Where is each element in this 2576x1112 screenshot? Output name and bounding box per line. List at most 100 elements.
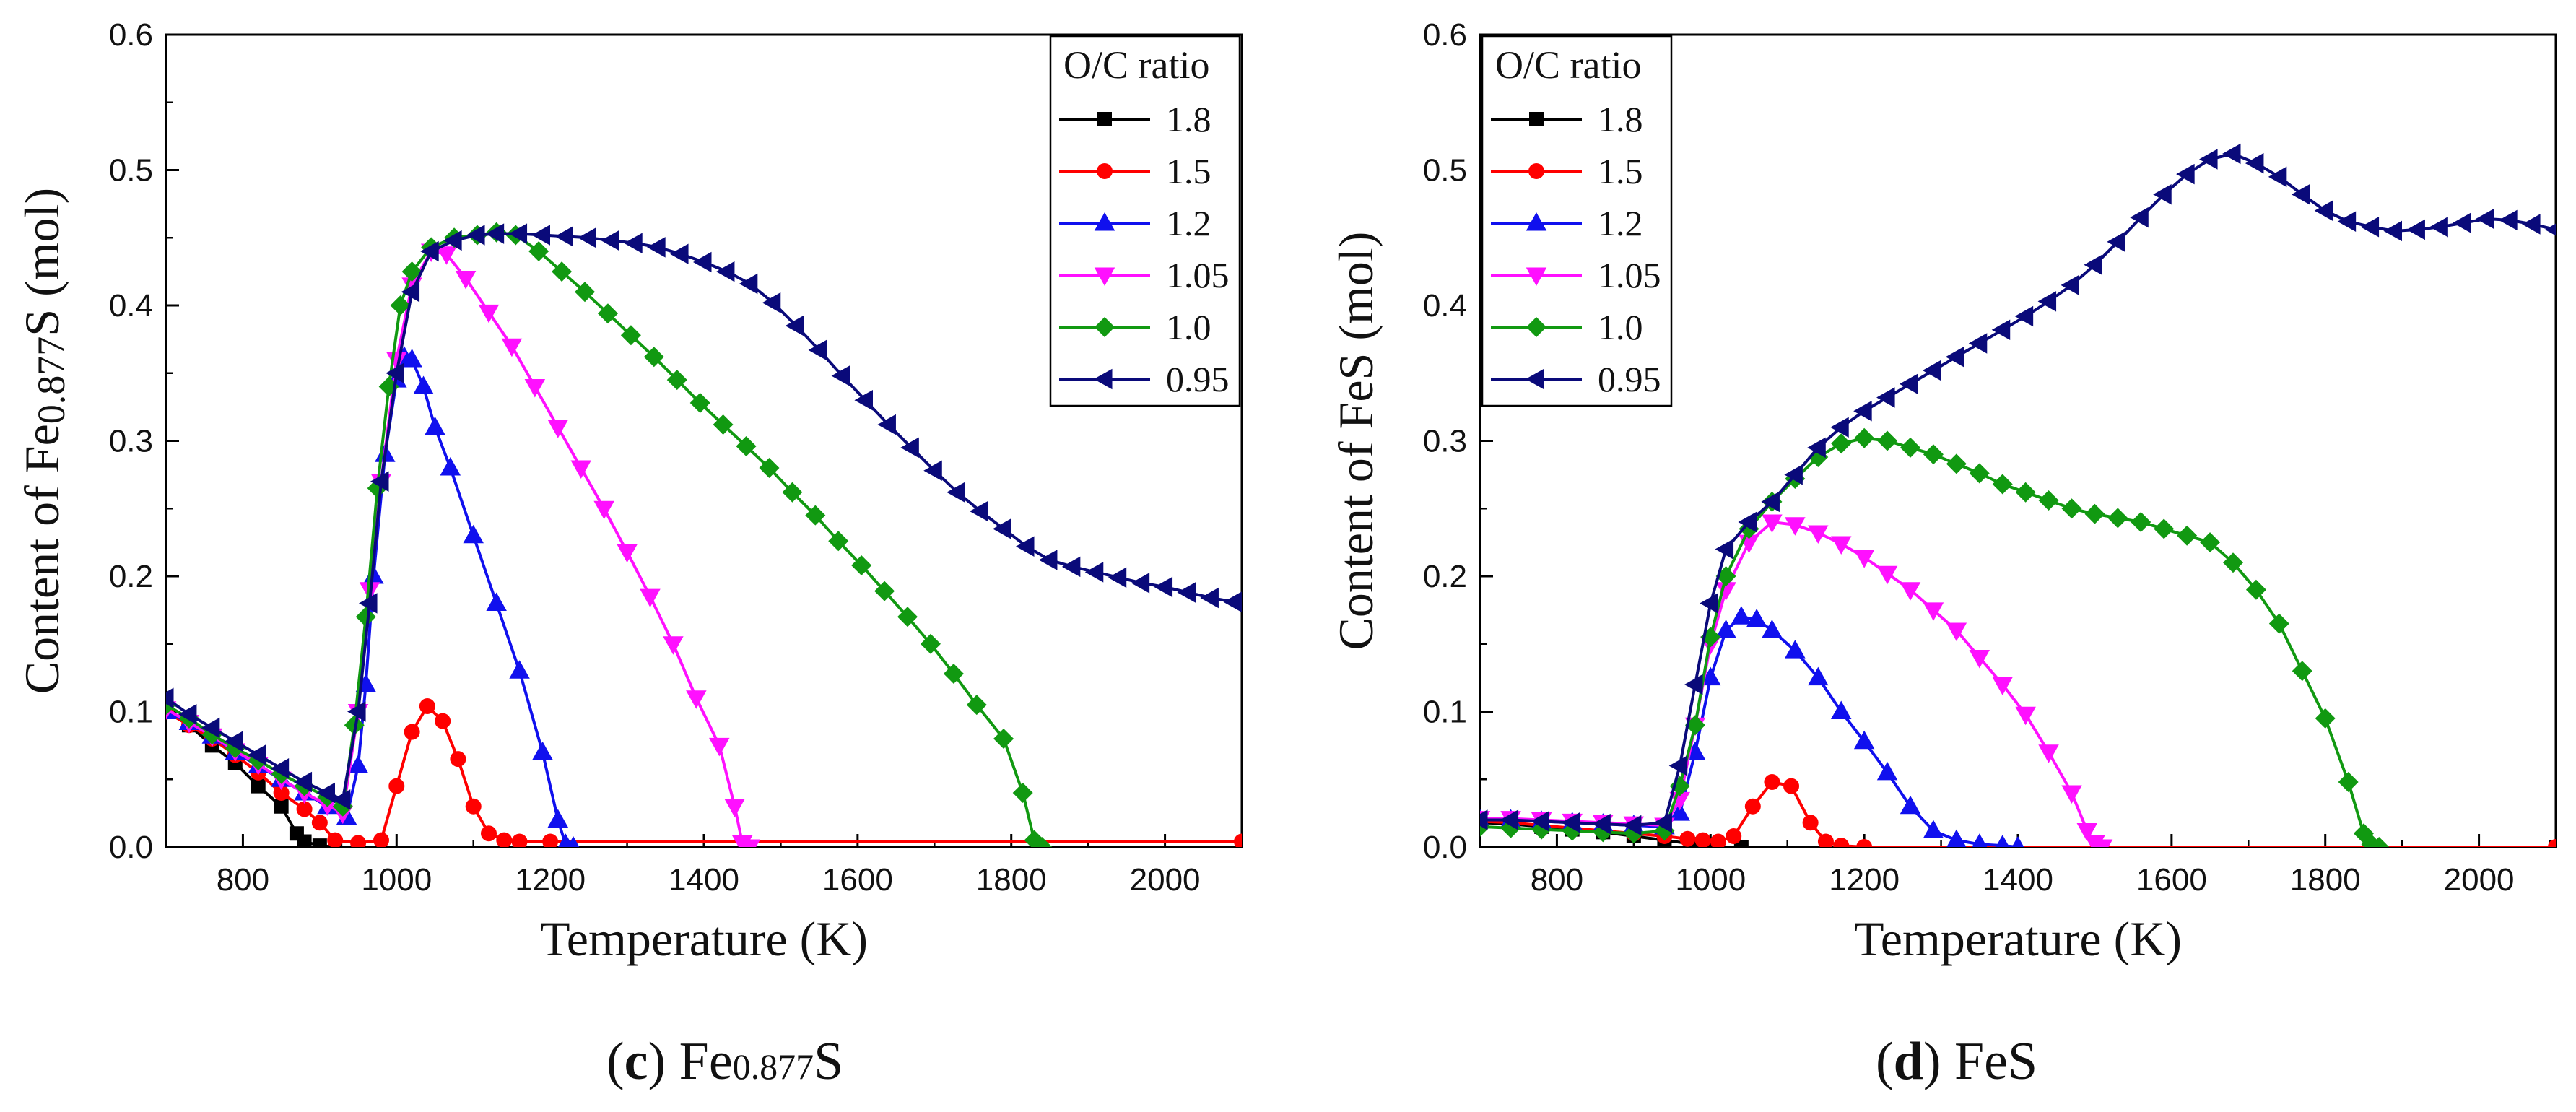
- data-point-1.5: [419, 698, 435, 714]
- data-point-1.05: [1992, 677, 2013, 695]
- x-tick-label: 800: [1531, 862, 1583, 898]
- data-point-1.5: [388, 778, 405, 794]
- data-point-1.05: [1946, 622, 1967, 641]
- data-point-1.0: [355, 607, 376, 627]
- y-axis-label-suffix: S (mol): [14, 188, 69, 336]
- legend-entry-label: 0.95: [1598, 359, 1661, 399]
- data-point-0.95: [900, 437, 919, 459]
- data-point-0.95: [1700, 593, 1718, 614]
- y-tick-label: 0.4: [109, 288, 153, 323]
- data-point-1.5: [450, 751, 466, 768]
- data-point-0.95: [1945, 347, 1964, 368]
- data-point-1.2: [1996, 835, 2010, 847]
- data-point-1.05: [2038, 744, 2059, 763]
- data-point-1.05: [547, 420, 569, 438]
- data-point-0.95: [1876, 387, 1895, 408]
- data-point-0.95: [201, 717, 220, 739]
- data-point-1.05: [593, 500, 614, 520]
- data-point-1.0: [713, 414, 734, 435]
- data-point-0.95: [1968, 333, 1988, 354]
- legend: O/C ratio 1.8 1.5 1.2 1.05 1.0 0.95: [1049, 35, 1241, 407]
- legend-marker: [1526, 368, 1544, 390]
- data-point-1.2: [413, 375, 434, 394]
- data-point-1.5: [350, 835, 367, 847]
- data-point-1.0: [2338, 772, 2359, 792]
- data-point-1.2: [1946, 829, 1967, 847]
- data-point-1.05: [478, 304, 500, 323]
- data-point-1.0: [2369, 837, 2390, 847]
- data-point-1.2: [1669, 802, 1690, 821]
- y-tick-label: 0.3: [109, 424, 153, 459]
- data-point-0.95: [831, 365, 850, 386]
- data-point-0.95: [166, 687, 174, 708]
- data-point-0.95: [785, 315, 804, 336]
- data-point-0.95: [178, 704, 197, 725]
- data-point-0.95: [401, 282, 420, 303]
- data-point-0.95: [2406, 219, 2425, 240]
- data-point-1.05: [2015, 706, 2036, 726]
- data-point-0.95: [2061, 274, 2079, 296]
- data-point-1.2: [1808, 666, 1829, 686]
- data-point-1.0: [966, 695, 987, 716]
- series-layer: [1480, 143, 2556, 847]
- data-point-0.95: [1653, 812, 1672, 833]
- data-point-1.0: [2200, 532, 2221, 553]
- data-point-1.5: [373, 832, 389, 847]
- data-point-0.95: [2222, 143, 2241, 165]
- data-point-0.95: [624, 233, 643, 253]
- legend-marker: [1097, 112, 1112, 126]
- data-point-1.2: [1715, 620, 1736, 638]
- data-point-0.95: [386, 362, 404, 383]
- data-point-1.0: [1831, 433, 1852, 454]
- data-point-1.0: [528, 241, 549, 261]
- data-point-1.05: [455, 271, 477, 290]
- data-point-1.5: [1744, 798, 1761, 815]
- data-point-0.95: [2499, 209, 2518, 231]
- y-tick-label: 0.5: [1423, 153, 1467, 188]
- data-point-1.05: [436, 246, 457, 265]
- data-point-1.2: [347, 755, 369, 773]
- data-point-1.05: [663, 636, 684, 655]
- data-point-1.05: [617, 544, 638, 563]
- legend-marker: [1528, 163, 1544, 179]
- data-point-1.05: [570, 460, 591, 479]
- data-point-1.05: [1715, 582, 1736, 601]
- legend-marker: [1095, 317, 1115, 337]
- data-point-0.95: [808, 339, 827, 361]
- data-point-1.8: [1733, 840, 1749, 847]
- y-tick-label: 0.1: [1423, 695, 1467, 730]
- y-tick-label: 0.6: [109, 17, 153, 53]
- data-point-1.05: [1900, 582, 1921, 601]
- data-point-1.2: [2011, 836, 2024, 847]
- data-point-1.5: [1726, 828, 1742, 844]
- data-point-0.95: [715, 261, 735, 282]
- legend-entry-label: 1.8: [1166, 99, 1211, 139]
- x-tick-label: 1400: [1983, 862, 2053, 898]
- data-point-0.95: [1922, 360, 1941, 381]
- data-point-1.5: [311, 815, 328, 831]
- data-point-1.2: [1900, 795, 1921, 815]
- data-point-1.2: [1762, 620, 1783, 638]
- x-tick-label: 1800: [976, 862, 1047, 898]
- data-point-1.05: [1830, 536, 1852, 555]
- data-point-1.0: [2107, 508, 2128, 529]
- legend-marker: [1526, 267, 1547, 286]
- legend-entry-label: 1.2: [1598, 203, 1643, 243]
- data-point-1.0: [1923, 444, 1944, 465]
- data-point-1.2: [1785, 640, 1806, 659]
- legend-entry-label: 1.05: [1166, 255, 1230, 295]
- data-point-0.95: [693, 251, 712, 273]
- series-line-1.05: [1480, 521, 2104, 847]
- caption-d-label: d: [1893, 1032, 1923, 1091]
- data-point-0.95: [762, 292, 781, 313]
- data-point-0.95: [2153, 184, 2172, 205]
- y-tick-label: 0.5: [109, 153, 153, 188]
- x-tick-label: 1800: [2290, 862, 2361, 898]
- data-point-0.95: [2176, 163, 2195, 185]
- y-axis-label: Content of FeS (mol): [1328, 232, 1383, 651]
- data-point-0.95: [993, 518, 1011, 539]
- data-point-0.95: [485, 223, 505, 244]
- data-point-1.0: [759, 458, 780, 478]
- y-tick-label: 0.0: [109, 830, 153, 865]
- data-point-1.05: [2076, 823, 2098, 842]
